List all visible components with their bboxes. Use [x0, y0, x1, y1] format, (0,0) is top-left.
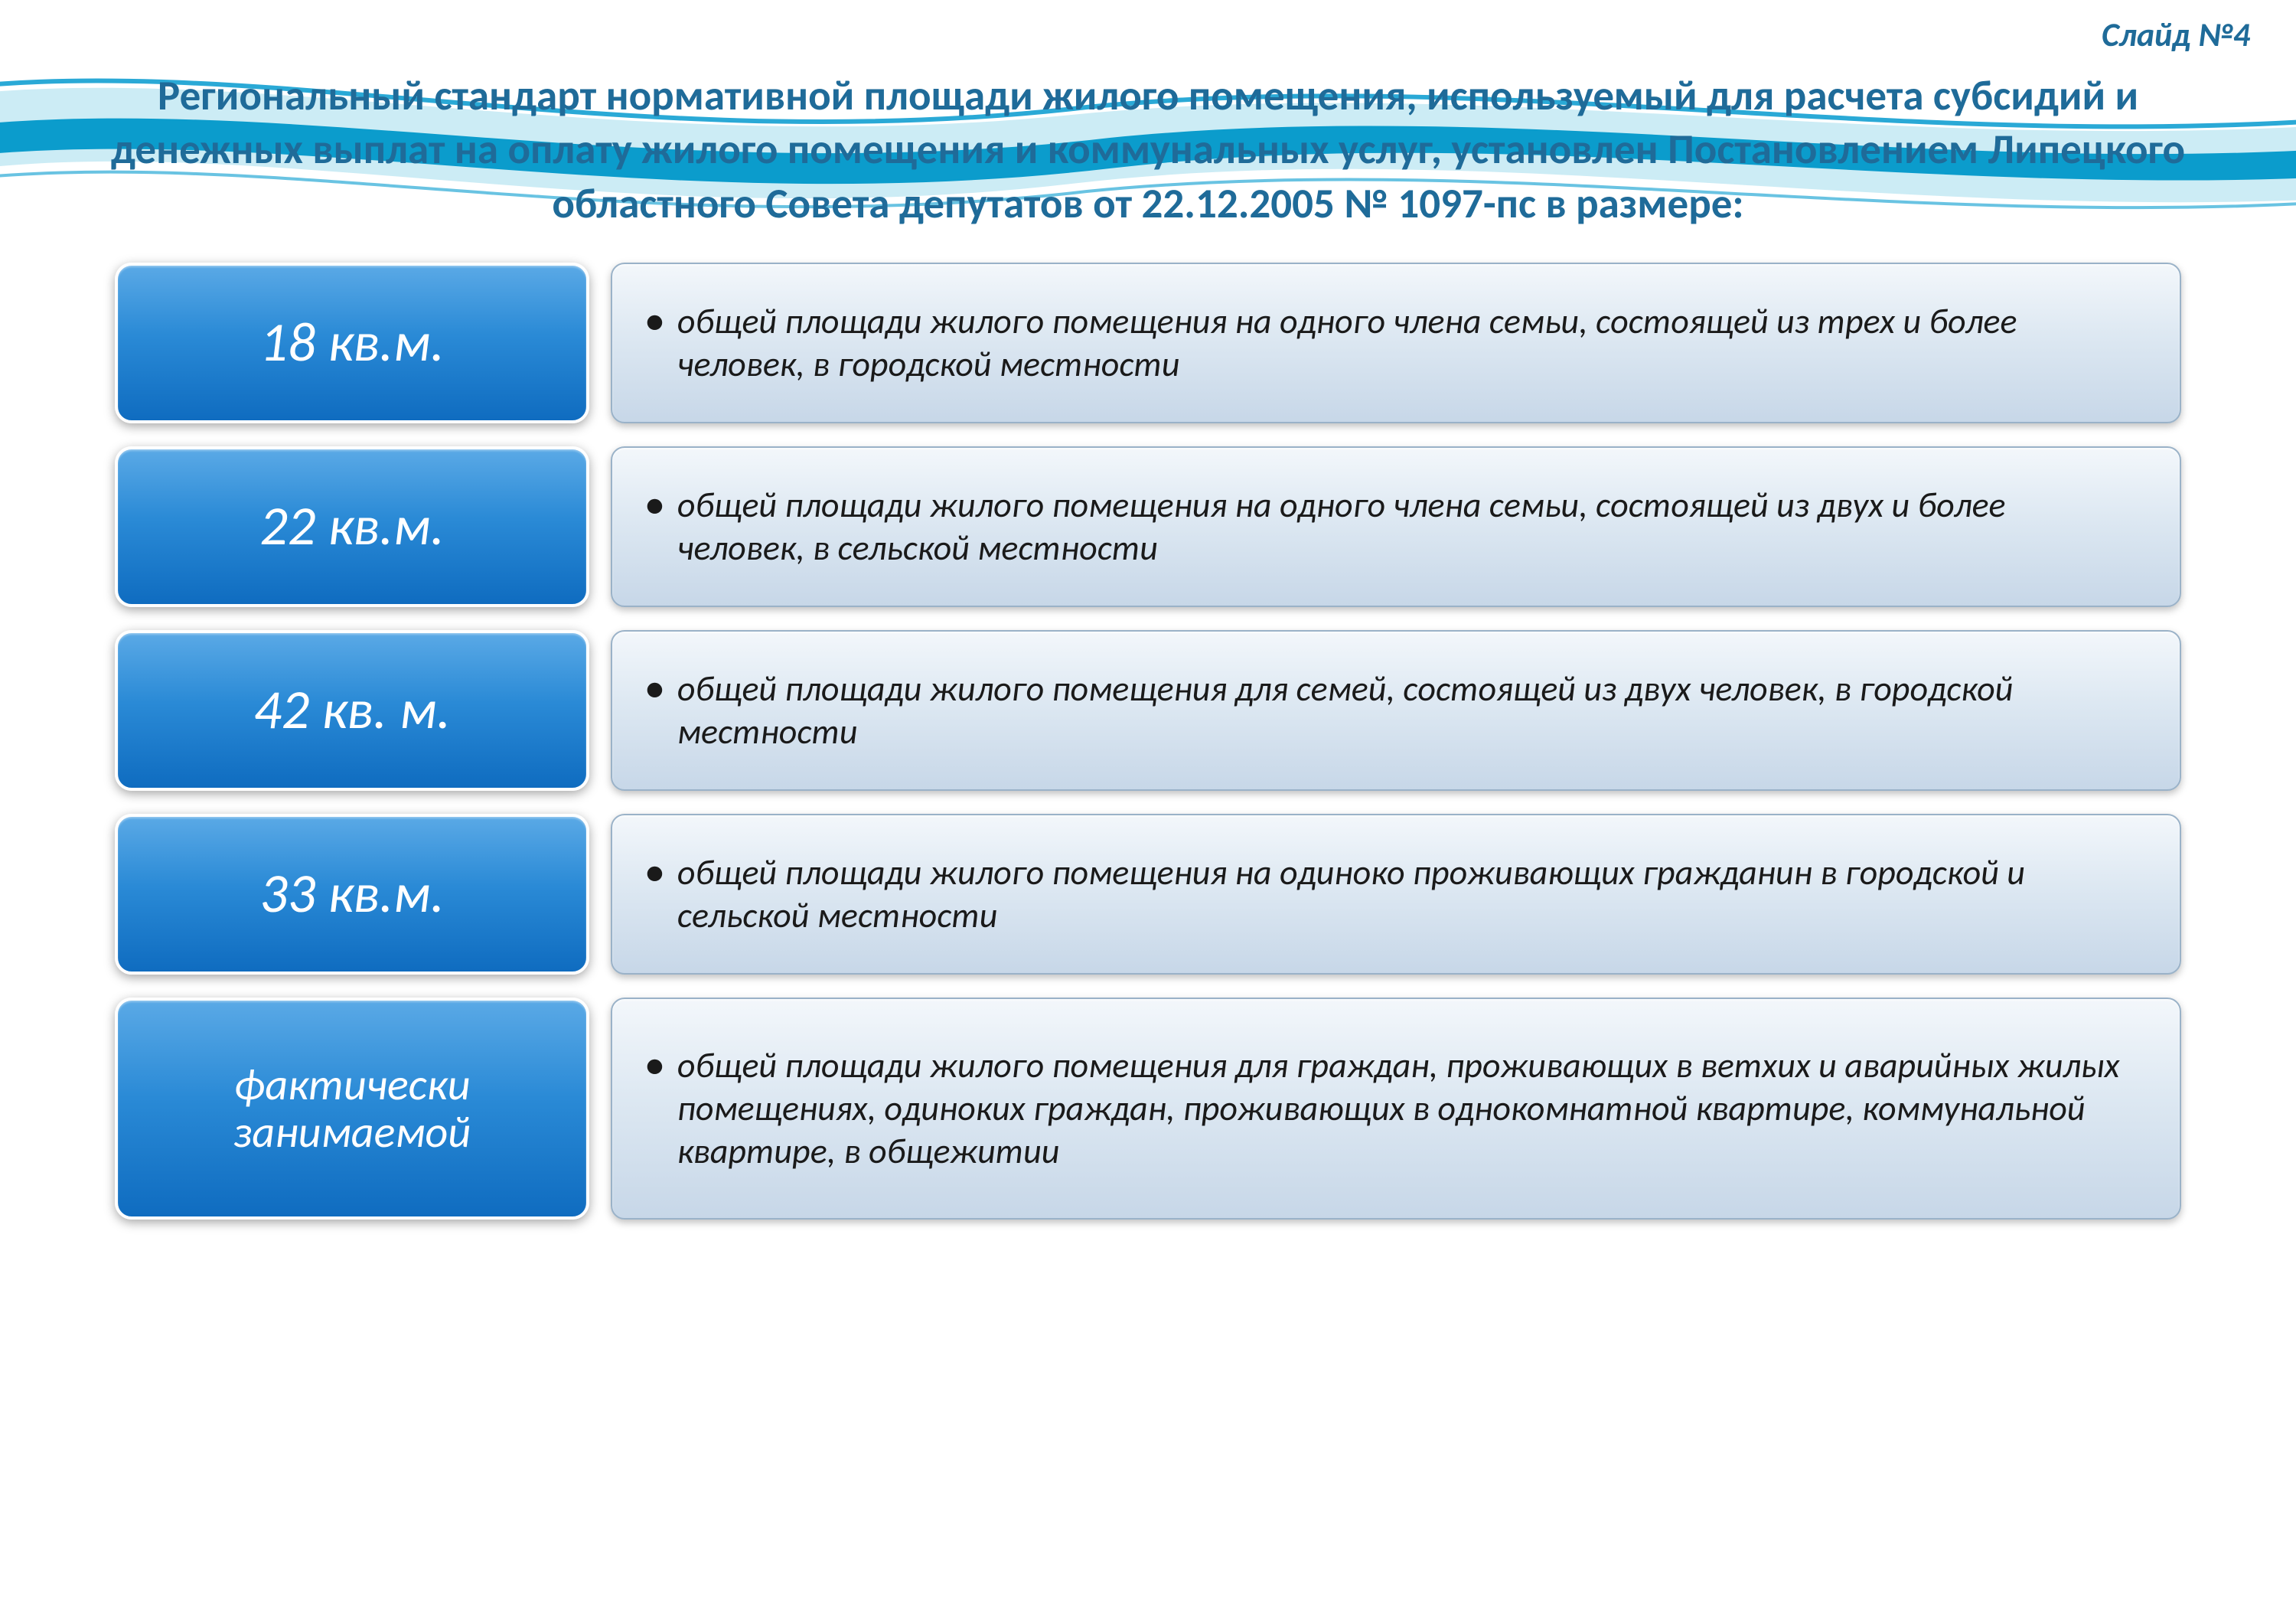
bullet-icon: • [646, 1047, 664, 1083]
row-description-cell: • общей площади жилого помещения для сем… [611, 630, 2181, 791]
bullet-icon: • [646, 671, 664, 706]
row-label: 18 кв.м. [115, 263, 589, 423]
row-description-cell: • общей площади жилого помещения для гра… [611, 998, 2181, 1220]
info-row: 42 кв. м. • общей площади жилого помещен… [115, 630, 2181, 791]
row-description-cell: • общей площади жилого помещения на один… [611, 814, 2181, 975]
row-label: 33 кв.м. [115, 814, 589, 975]
info-row: 18 кв.м. • общей площади жилого помещени… [115, 263, 2181, 423]
info-row: фактически занимаемой • общей площади жи… [115, 998, 2181, 1220]
row-description: общей площади жилого помещения для гражд… [677, 1044, 2134, 1173]
row-label: 22 кв.м. [115, 446, 589, 607]
row-description-cell: • общей площади жилого помещения на одно… [611, 446, 2181, 607]
info-row: 33 кв.м. • общей площади жилого помещени… [115, 814, 2181, 975]
row-description-cell: • общей площади жилого помещения на одно… [611, 263, 2181, 423]
info-row: 22 кв.м. • общей площади жилого помещени… [115, 446, 2181, 607]
slide-title: Региональный стандарт нормативной площад… [0, 0, 2296, 253]
row-description: общей площади жилого помещения на одинок… [677, 851, 2134, 937]
row-description: общей площади жилого помещения на одного… [677, 484, 2134, 570]
row-description: общей площади жилого помещения на одного… [677, 300, 2134, 386]
bullet-icon: • [646, 487, 664, 522]
bullet-icon: • [646, 854, 664, 890]
row-description: общей площади жилого помещения для семей… [677, 668, 2134, 753]
row-label: 42 кв. м. [115, 630, 589, 791]
info-rows-container: 18 кв.м. • общей площади жилого помещени… [0, 253, 2296, 1220]
row-label: фактически занимаемой [115, 998, 589, 1220]
bullet-icon: • [646, 303, 664, 338]
